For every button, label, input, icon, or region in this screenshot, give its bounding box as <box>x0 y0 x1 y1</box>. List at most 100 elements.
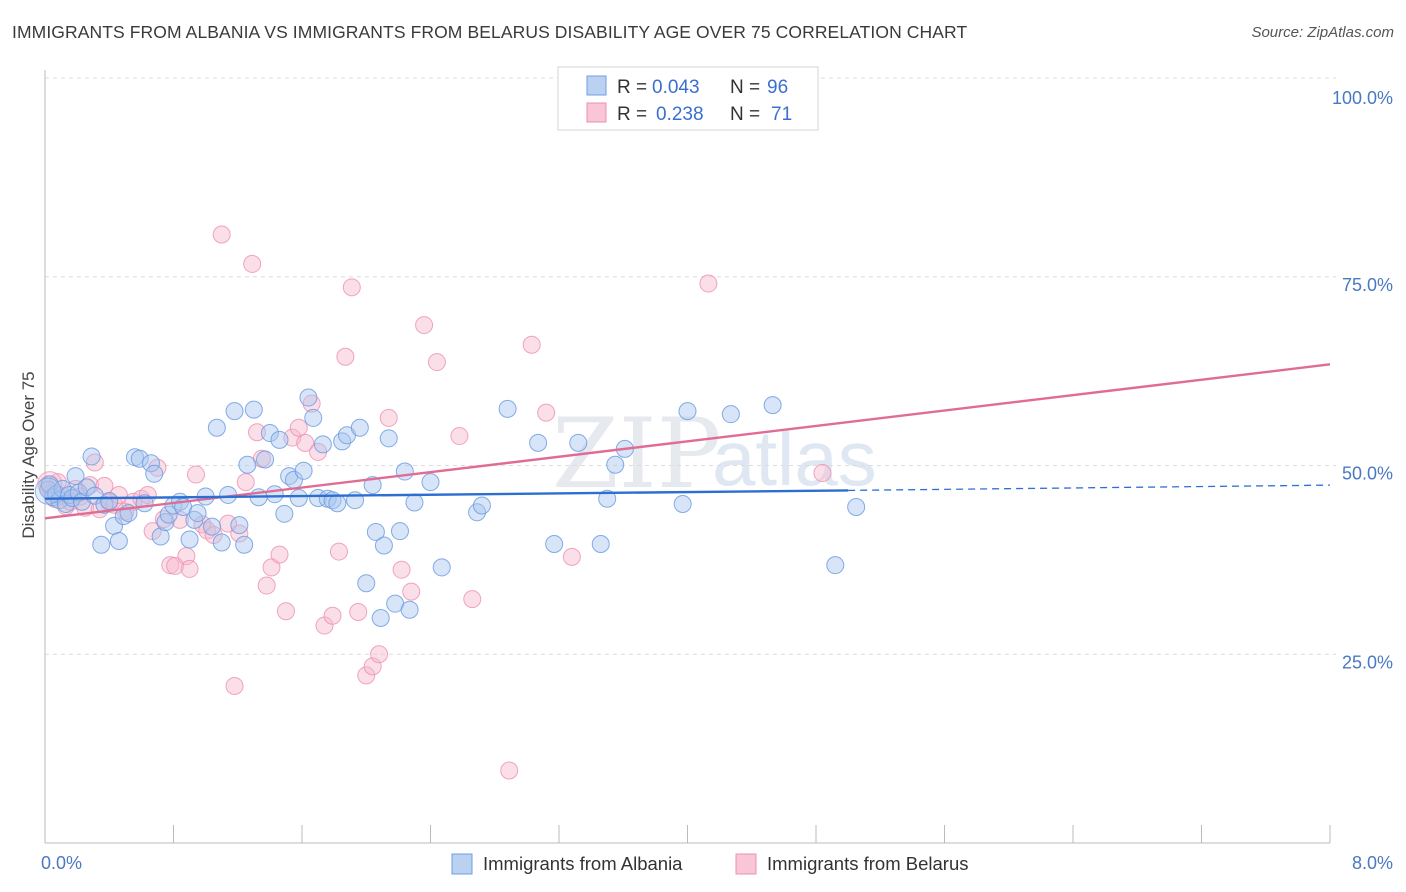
albania-point <box>591 535 610 554</box>
belarus-point <box>236 473 255 492</box>
albania-legend-swatch <box>586 75 607 96</box>
belarus-r-label: R = <box>617 104 647 125</box>
belarus-n-value: 71 <box>771 104 792 125</box>
grid-lines <box>45 77 1336 655</box>
belarus-point <box>180 559 199 578</box>
albania-series-label: Immigrants from Albania <box>483 853 683 874</box>
axes <box>44 70 1331 844</box>
albania-point <box>151 527 170 546</box>
belarus-point <box>463 590 482 609</box>
albania-point <box>230 516 249 535</box>
albania-point <box>100 491 119 510</box>
albania-point <box>256 450 275 469</box>
albania-point <box>371 609 390 628</box>
albania-point <box>92 535 111 554</box>
albania-r-label: R = <box>617 77 647 98</box>
stats-legend: R = 0.043 N = 96 R = 0.238 N = 71 <box>557 66 819 131</box>
albania-trend-line <box>44 489 849 500</box>
belarus-point <box>262 558 281 577</box>
albania-point <box>328 494 347 513</box>
albania-trend-line-extension <box>848 484 1331 492</box>
albania-point <box>203 517 222 536</box>
belarus-trend-line <box>44 363 1331 520</box>
albania-point <box>188 504 207 523</box>
y-tick-label: 25.0% <box>1342 652 1393 672</box>
albania-point <box>432 558 451 577</box>
albania-point <box>333 432 352 451</box>
albania-point <box>289 488 308 507</box>
watermark-atlas: atlas <box>712 414 877 502</box>
belarus-point <box>450 427 469 446</box>
albania-point <box>159 505 178 524</box>
x-tick-label-min: 0.0% <box>41 853 82 873</box>
albania-point <box>212 533 231 552</box>
belarus-point <box>296 433 315 452</box>
belarus-point <box>500 761 519 780</box>
belarus-point <box>379 408 398 427</box>
chart-title: IMMIGRANTS FROM ALBANIA VS IMMIGRANTS FR… <box>12 22 968 42</box>
albania-n-label: N = <box>730 77 760 98</box>
belarus-point <box>522 335 541 354</box>
source-label: Source: ZipAtlas.com <box>1251 24 1394 41</box>
albania-point <box>390 522 409 541</box>
albania-point <box>400 600 419 619</box>
belarus-point <box>336 347 355 366</box>
belarus-point <box>276 602 295 621</box>
albania-point <box>294 461 313 480</box>
belarus-point <box>342 278 361 297</box>
belarus-point <box>243 254 262 273</box>
belarus-series-swatch <box>735 853 757 875</box>
albania-point <box>82 447 101 466</box>
albania-point <box>763 396 782 415</box>
albania-point <box>678 402 697 421</box>
albania-point <box>366 522 385 541</box>
albania-point <box>395 462 414 481</box>
belarus-point <box>699 274 718 293</box>
albania-point <box>270 430 289 449</box>
albania-point <box>238 455 257 474</box>
albania-point <box>225 402 244 421</box>
albania-point <box>275 504 294 523</box>
albania-point <box>421 473 440 492</box>
belarus-point <box>289 418 308 437</box>
belarus-point <box>257 576 276 595</box>
belarus-point <box>248 423 267 442</box>
albania-point <box>374 536 393 555</box>
albania-point <box>180 530 199 549</box>
belarus-r-value: 0.238 <box>656 104 704 125</box>
belarus-point <box>813 464 832 483</box>
belarus-legend-swatch <box>586 102 607 123</box>
albania-point <box>235 535 254 554</box>
albania-point <box>472 496 491 515</box>
albania-point <box>529 433 548 452</box>
albania-point <box>313 435 332 454</box>
albania-point <box>207 418 226 437</box>
belarus-point <box>402 582 421 601</box>
albania-point <box>244 400 263 419</box>
albania-point <box>847 498 866 517</box>
albania-point <box>498 399 517 418</box>
albania-point <box>363 476 382 495</box>
belarus-point <box>270 545 289 564</box>
albania-point-cluster <box>34 477 62 505</box>
y-tick-label: 75.0% <box>1342 275 1393 295</box>
albania-r-value: 0.043 <box>652 77 700 98</box>
albania-point <box>545 535 564 554</box>
albania-point <box>357 574 376 593</box>
belarus-point <box>427 353 446 372</box>
albania-point <box>114 507 133 526</box>
albania-point <box>606 455 625 474</box>
belarus-point <box>562 547 581 566</box>
belarus-point <box>537 403 556 422</box>
y-tick-labels: 25.0% 50.0% 75.0% 100.0% <box>1332 88 1393 672</box>
belarus-point <box>186 465 205 484</box>
albania-point <box>405 493 424 512</box>
belarus-point <box>415 316 434 335</box>
y-tick-label: 50.0% <box>1342 464 1393 484</box>
albania-point <box>145 464 164 483</box>
albania-point <box>569 433 588 452</box>
belarus-point <box>370 645 389 664</box>
albania-point <box>826 556 845 575</box>
albania-n-value: 96 <box>767 77 788 98</box>
